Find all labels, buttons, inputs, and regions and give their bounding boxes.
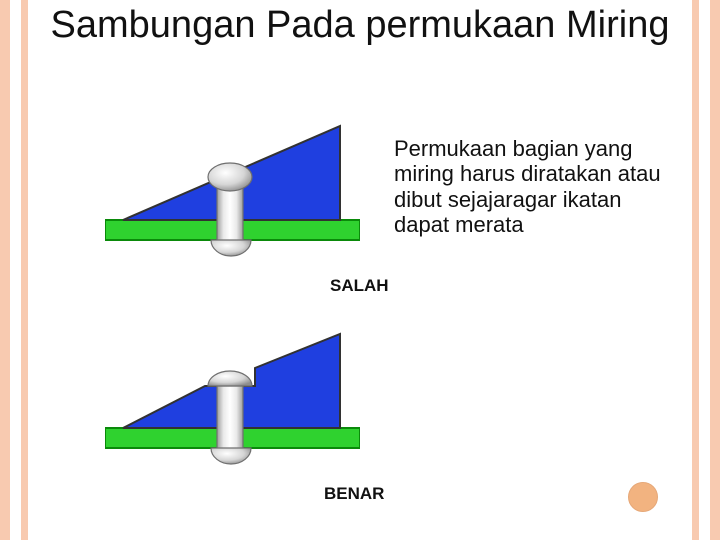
- figure-wrong: [105, 122, 360, 267]
- diagram-right: [105, 330, 360, 475]
- page-title: Sambungan Pada permukaan Miring: [40, 4, 680, 48]
- figure-right: [105, 330, 360, 475]
- slide-content: Sambungan Pada permukaan Miring Permukaa…: [40, 4, 680, 540]
- decor-stripe: [0, 0, 10, 540]
- page-number-dot: [628, 482, 658, 512]
- decor-stripe: [710, 0, 720, 540]
- label-wrong: SALAH: [330, 276, 389, 296]
- label-right: BENAR: [324, 484, 384, 504]
- decor-stripe: [21, 0, 28, 540]
- decor-stripe: [692, 0, 699, 540]
- description-text: Permukaan bagian yang miring harus dirat…: [394, 136, 672, 237]
- diagram-wrong: [105, 122, 360, 267]
